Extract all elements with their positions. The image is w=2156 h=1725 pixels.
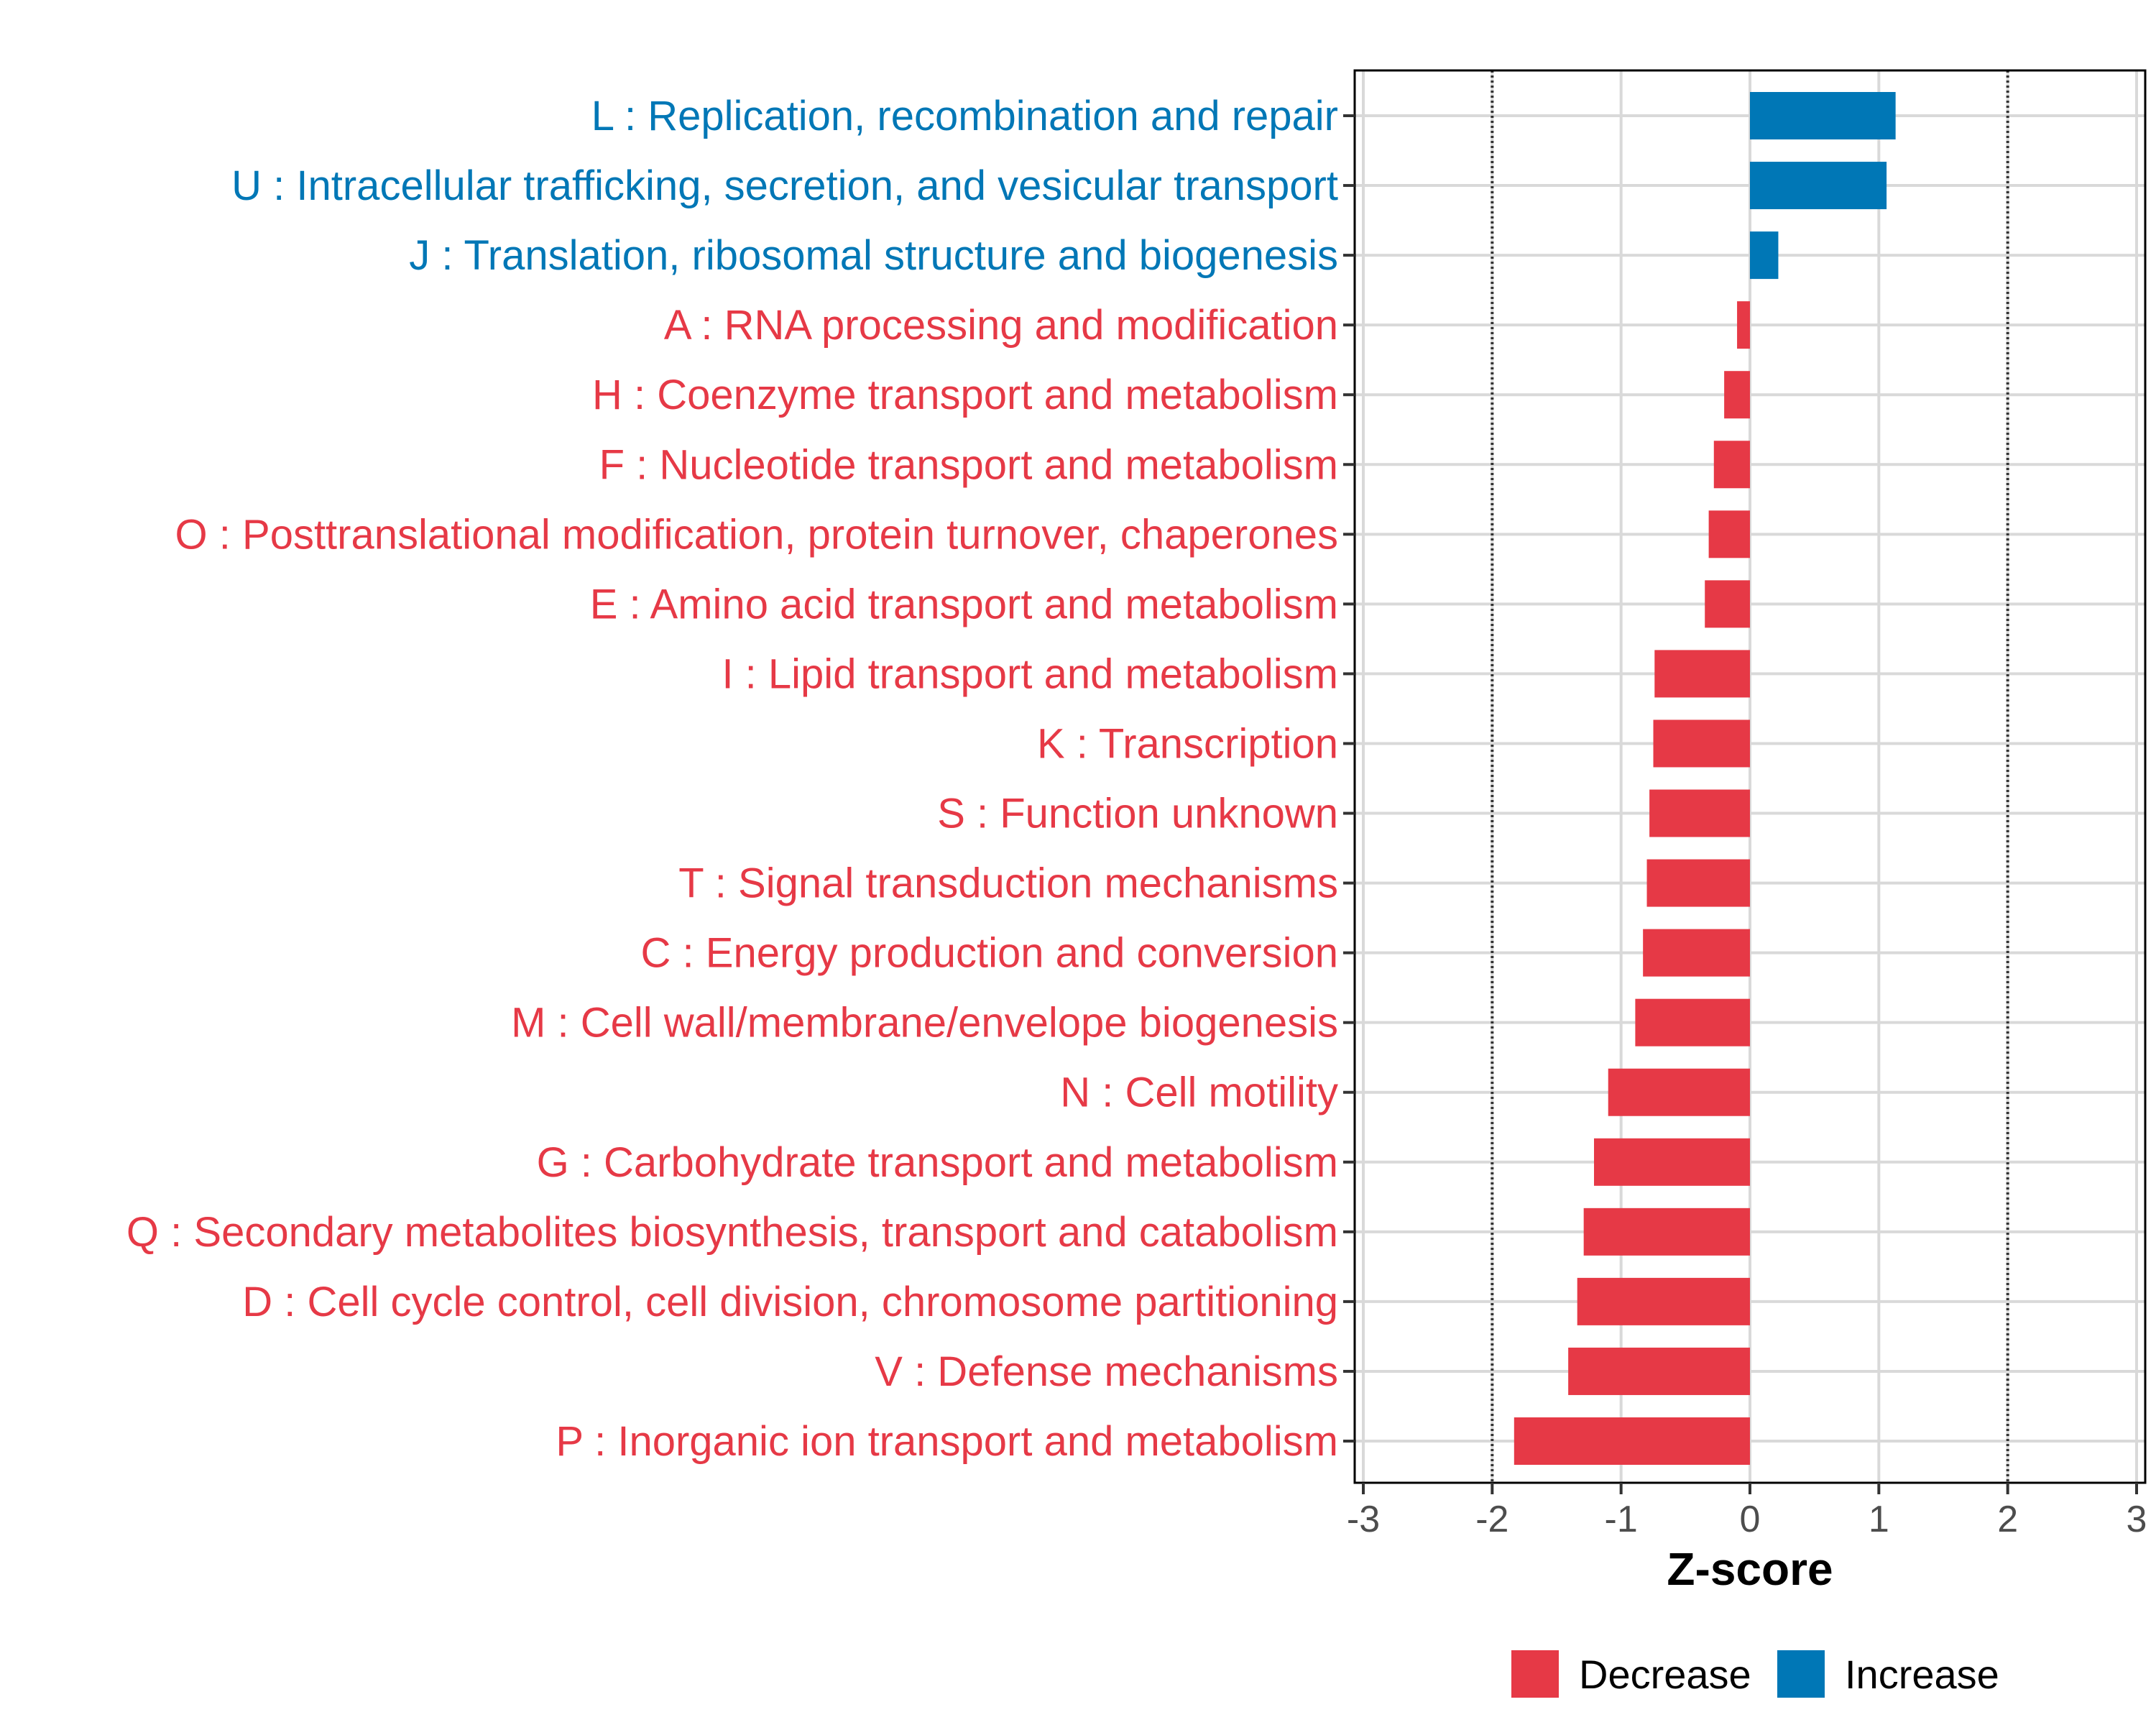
category-label: K : Transcription — [1037, 720, 1338, 767]
legend-item: Increase — [1777, 1650, 1999, 1698]
grid-layer — [1355, 70, 2145, 1483]
category-label: L : Replication, recombination and repai… — [591, 93, 1338, 139]
category-label: Q : Secondary metabolites biosynthesis, … — [126, 1209, 1338, 1256]
bar — [1653, 719, 1750, 768]
bar — [1646, 859, 1750, 907]
x-tick-label: 1 — [1869, 1499, 1889, 1540]
bar — [1708, 510, 1750, 558]
x-axis-title: Z-score — [1667, 1543, 1833, 1595]
bar — [1583, 1208, 1750, 1256]
bar — [1594, 1138, 1750, 1186]
legend-swatch — [1511, 1650, 1559, 1698]
x-tick-label: -1 — [1605, 1499, 1638, 1540]
category-label: U : Intracellular trafficking, secretion… — [231, 162, 1338, 209]
category-labels: L : Replication, recombination and repai… — [126, 93, 1338, 1465]
bar — [1713, 441, 1750, 489]
category-label: G : Carbohydrate transport and metabolis… — [537, 1139, 1338, 1186]
category-label: S : Function unknown — [937, 791, 1338, 837]
category-label: N : Cell motility — [1060, 1070, 1338, 1116]
legend-swatch — [1777, 1650, 1825, 1698]
bar — [1608, 1068, 1750, 1116]
category-label: P : Inorganic ion transport and metaboli… — [556, 1418, 1338, 1465]
category-label: F : Nucleotide transport and metabolism — [599, 441, 1338, 488]
x-tick-label: 0 — [1740, 1499, 1761, 1540]
reference-lines — [1491, 70, 2009, 1483]
bar — [1724, 371, 1750, 419]
bar — [1750, 231, 1779, 280]
legend-item: Decrease — [1511, 1650, 1751, 1698]
category-label: O : Posttranslational modification, prot… — [175, 511, 1338, 558]
category-label: C : Energy production and conversion — [641, 930, 1338, 977]
category-label: I : Lipid transport and metabolism — [722, 650, 1338, 697]
bar — [1750, 162, 1887, 210]
category-label: M : Cell wall/membrane/envelope biogenes… — [511, 1000, 1338, 1046]
category-label: H : Coenzyme transport and metabolism — [592, 372, 1338, 418]
bar — [1750, 92, 1896, 139]
bar — [1577, 1277, 1750, 1325]
legend-label: Decrease — [1579, 1652, 1751, 1697]
x-tick-label: 2 — [1997, 1499, 2018, 1540]
bar — [1654, 650, 1750, 698]
legend: Decrease Increase — [1511, 1650, 1999, 1698]
axis-ticks — [1343, 114, 2138, 1494]
category-label: J : Translation, ribosomal structure and… — [409, 232, 1338, 279]
x-tick-label: -3 — [1347, 1499, 1380, 1540]
bar — [1568, 1347, 1750, 1395]
category-label: E : Amino acid transport and metabolism — [590, 581, 1338, 627]
category-label: A : RNA processing and modification — [664, 302, 1338, 349]
legend-label: Increase — [1845, 1652, 1999, 1697]
bar — [1514, 1417, 1750, 1465]
bar — [1737, 301, 1750, 349]
bar — [1705, 580, 1750, 628]
bar — [1635, 998, 1750, 1046]
bar — [1643, 929, 1750, 977]
bar — [1649, 789, 1750, 837]
category-label: D : Cell cycle control, cell division, c… — [242, 1279, 1338, 1325]
x-tick-labels: -3 -2 -1 0 1 2 3 — [1347, 1499, 2147, 1540]
x-tick-label: 3 — [2127, 1499, 2147, 1540]
category-label: T : Signal transduction mechanisms — [678, 860, 1338, 907]
x-tick-label: -2 — [1475, 1499, 1508, 1540]
category-label: V : Defense mechanisms — [875, 1348, 1338, 1395]
bars-layer — [1514, 92, 1896, 1465]
